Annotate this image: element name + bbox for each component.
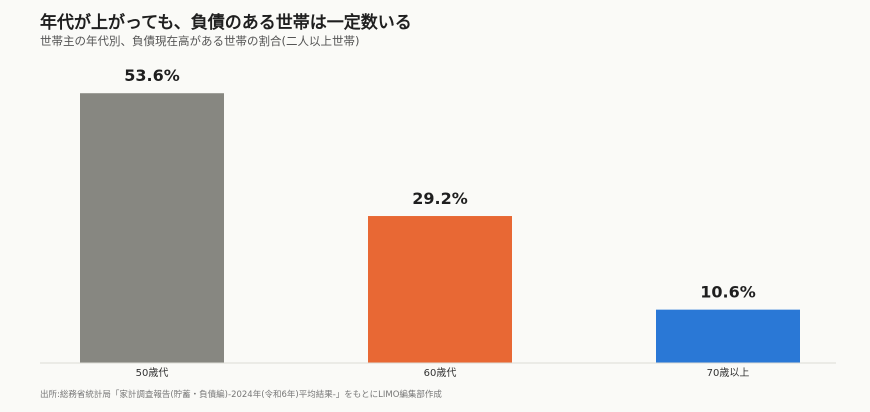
x-tick-label-1: 50歳代	[136, 367, 169, 379]
bar-3	[656, 309, 800, 363]
data-label-3: 10.6%	[700, 283, 756, 302]
data-label-2: 29.2%	[412, 189, 468, 208]
bar-1	[80, 93, 224, 364]
x-tick-label-3: 70歳以上	[707, 367, 750, 379]
data-label-1: 53.6%	[124, 66, 180, 85]
source-note: 出所:総務省統計局「家計調査報告(貯蓄・負債編)-2024年(令和6年)平均結果…	[40, 390, 442, 400]
x-tick-label-2: 60歳代	[424, 367, 457, 379]
chart-subtitle: 世帯主の年代別、負債現在高がある世帯の割合(二人以上世帯)	[40, 34, 360, 48]
chart-title: 年代が上がっても、負債のある世帯は一定数いる	[40, 13, 412, 33]
bar-2	[368, 216, 512, 363]
